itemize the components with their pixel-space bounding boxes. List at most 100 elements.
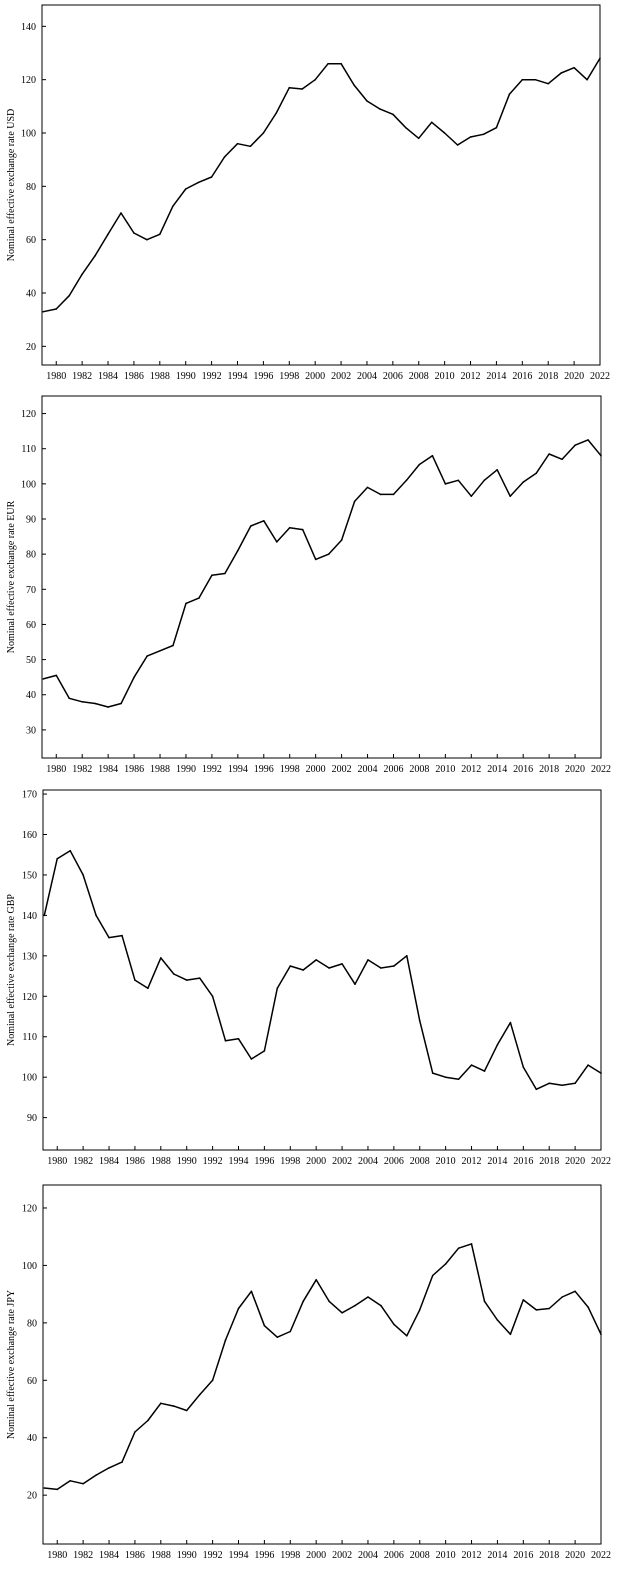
data-point [534,78,537,81]
data-point [430,121,433,124]
data-point [418,463,421,466]
data-point [444,1076,447,1078]
data-point [289,965,292,967]
data-point [95,1474,97,1476]
x-tick-label: 1992 [202,371,222,382]
data-point [56,858,58,860]
x-tick-label: 2008 [409,371,429,382]
data-point [560,72,562,74]
x-tick-label: 1990 [177,1156,197,1167]
x-tick-label: 1994 [228,1550,248,1561]
data-point [224,1040,227,1042]
data-point [483,479,486,482]
data-point [522,1299,525,1301]
data-point [509,1333,512,1336]
data-point [456,144,459,146]
data-point [483,1300,486,1303]
data-point [55,308,57,310]
data-point [393,1323,395,1326]
data-point [327,62,329,65]
x-tick-label: 2008 [410,1156,430,1167]
data-point [94,702,96,705]
data-point [121,1461,123,1463]
x-tick-label: 2012 [462,1156,482,1167]
y-tick-label: 170 [22,790,37,801]
y-axis-label: Nominal effective exchange rate USD [6,109,17,262]
data-point [276,1336,279,1338]
data-point [224,572,226,575]
data-point [406,955,408,957]
data-point [328,967,330,969]
data-point [211,1379,214,1382]
data-point [587,439,589,441]
data-point [470,495,473,497]
data-point [535,1309,538,1311]
y-tick-label: 80 [26,550,36,561]
x-tick-label: 1982 [72,764,92,775]
data-point [509,1021,512,1024]
data-point [81,273,83,276]
data-point [600,1333,602,1336]
x-tick-label: 1994 [227,371,247,382]
data-point [340,62,342,65]
data-point [210,176,213,178]
series-line [43,57,601,313]
data-point [470,1064,473,1066]
data-point [574,1082,576,1085]
x-tick-label: 1980 [47,1156,67,1167]
x-tick-label: 2006 [383,371,403,382]
y-tick-label: 40 [26,690,36,701]
data-point [250,525,252,527]
x-tick-label: 2004 [358,1550,378,1561]
data-point [574,1290,576,1293]
data-point [418,1019,421,1022]
data-point [121,934,123,937]
data-point [496,1044,499,1046]
plot-frame [41,4,601,366]
data-point [146,238,148,241]
data-point [133,232,135,234]
data-point [198,1393,201,1396]
data-point [172,205,174,208]
x-tick-label: 2012 [461,764,481,775]
x-tick-label: 1984 [99,1550,119,1561]
usd-chart: 20 40 60 80 100 120 140 1980 1982 1984 1986 1988 199… [6,4,610,382]
data-point [68,294,70,297]
y-tick-label: 160 [22,830,37,841]
data-point [341,1312,343,1314]
x-tick-label: 2018 [538,371,558,382]
eur-chart: 30 40 50 60 70 80 90 100 110 120 1980 1982 1984 1986 1… [6,395,611,775]
x-tick-label: 1998 [280,764,300,775]
data-point [108,936,110,939]
data-point [573,66,575,69]
x-tick-label: 2000 [306,1156,326,1167]
x-tick-label: 1990 [177,1550,197,1561]
y-tick-label: 90 [26,515,36,526]
x-tick-label: 1984 [99,1156,119,1167]
data-point [341,963,343,965]
x-tick-label: 1982 [73,1156,93,1167]
x-tick-label: 1986 [125,1156,145,1167]
y-axis-label: Nominal effective exchange rate JPY [6,1290,17,1439]
data-point [367,1296,369,1298]
x-tick-label: 2016 [513,764,533,775]
data-point [133,676,135,678]
data-point [237,1307,240,1310]
y-tick-label: 80 [27,1318,37,1329]
data-point [314,558,317,561]
x-tick-label: 2004 [358,764,378,775]
data-point [600,454,602,457]
data-point [276,987,279,989]
x-tick-label: 1984 [98,371,118,382]
data-point [43,914,46,917]
x-tick-label: 2012 [461,371,481,382]
x-tick-label: 2018 [539,764,559,775]
data-point [548,1307,550,1310]
data-point [42,678,45,680]
x-tick-label: 2006 [384,1156,404,1167]
data-point [315,1279,318,1281]
y-tick-label: 40 [27,1433,37,1444]
x-tick-label: 1992 [203,1156,223,1167]
x-tick-label: 2010 [436,1156,456,1167]
data-point [134,1431,136,1433]
